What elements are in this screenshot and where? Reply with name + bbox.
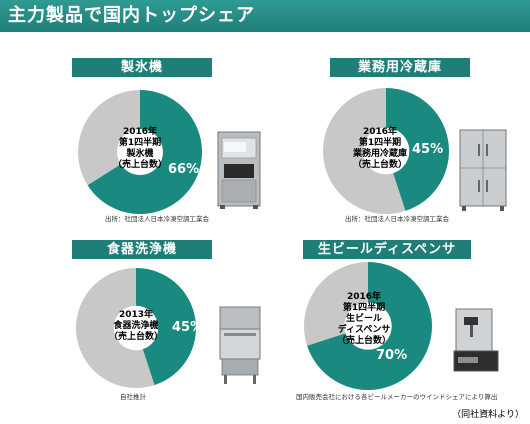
- ice-maker-icon: [217, 131, 261, 209]
- page-title: 主力製品で国内トップシェア: [0, 0, 530, 32]
- source-note-ice-maker: 出所：社団法人日本冷凍空調工業会: [105, 215, 209, 223]
- center-label-dishwasher: 2013年 食器洗浄機 （売上台数）: [96, 310, 176, 343]
- source-note-beer-dispenser: 国内販売会社における各ビールメーカーのウインドシェアにより算出: [296, 393, 498, 401]
- center-label-line: 2016年: [122, 127, 158, 137]
- center-label-line: （売上台数）: [112, 160, 167, 170]
- center-label-line: 食器洗浄機: [113, 321, 159, 331]
- value-label-ice-maker: 66%: [168, 162, 200, 177]
- center-label-line: 第1四半期: [118, 138, 162, 148]
- pie-chart-refrigerator: [323, 88, 449, 214]
- center-label-line: 製氷機: [126, 149, 154, 159]
- pie-chart-ice-maker: [78, 90, 202, 214]
- center-label-line: 2016年: [362, 127, 398, 137]
- pie-center-hole: [117, 129, 163, 175]
- center-label-line: 2013年: [118, 310, 154, 320]
- chart-title-dishwasher: 食器洗浄機: [72, 240, 212, 259]
- value-label-beer-dispenser: 70%: [376, 348, 408, 363]
- pie-chart-dishwasher: [76, 268, 196, 388]
- refrigerator-icon: [459, 129, 507, 211]
- source-note-refrigerator: 出所：社団法人日本冷凍空調工業会: [345, 215, 449, 223]
- pie-chart-beer-dispenser: [304, 262, 432, 390]
- center-label-line: ディスペンサ: [337, 325, 391, 335]
- footer-note: （同社資料より）: [452, 410, 524, 420]
- center-label-line: 第1四半期: [358, 138, 402, 148]
- chart-title-beer-dispenser: 生ビールディスペンサ: [303, 240, 471, 259]
- center-label-line: （売上台数）: [352, 160, 407, 170]
- value-label-refrigerator: 45%: [412, 142, 444, 157]
- chart-title-ice-maker: 製氷機: [72, 58, 212, 77]
- pie-slice-share: [386, 88, 449, 211]
- center-label-line: （売上台数）: [336, 336, 391, 346]
- beer-dispenser-icon: [453, 308, 499, 372]
- center-label-ice-maker: 2016年 第1四半期 製氷機 （売上台数）: [100, 127, 180, 171]
- pie-center-hole: [113, 305, 159, 351]
- pie-center-hole: [344, 302, 392, 350]
- pie-center-hole: [362, 127, 410, 175]
- center-label-refrigerator: 2016年 第1四半期 業務用冷蔵庫 （売上台数）: [340, 127, 420, 171]
- center-label-line: 生ビール: [345, 314, 382, 324]
- center-label-line: 業務用冷蔵庫: [352, 149, 407, 159]
- chart-title-refrigerator: 業務用冷蔵庫: [330, 58, 470, 77]
- center-label-beer-dispenser: 2016年 第1四半期 生ビール ディスペンサ （売上台数）: [324, 292, 404, 347]
- pie-slice-share: [136, 268, 196, 386]
- dishwasher-icon: [219, 306, 261, 384]
- source-note-dishwasher: 自社推計: [120, 393, 146, 401]
- center-label-line: 第1四半期: [342, 303, 386, 313]
- value-label-dishwasher: 45%: [172, 320, 204, 335]
- center-label-line: 2016年: [346, 292, 382, 302]
- center-label-line: （売上台数）: [108, 332, 163, 342]
